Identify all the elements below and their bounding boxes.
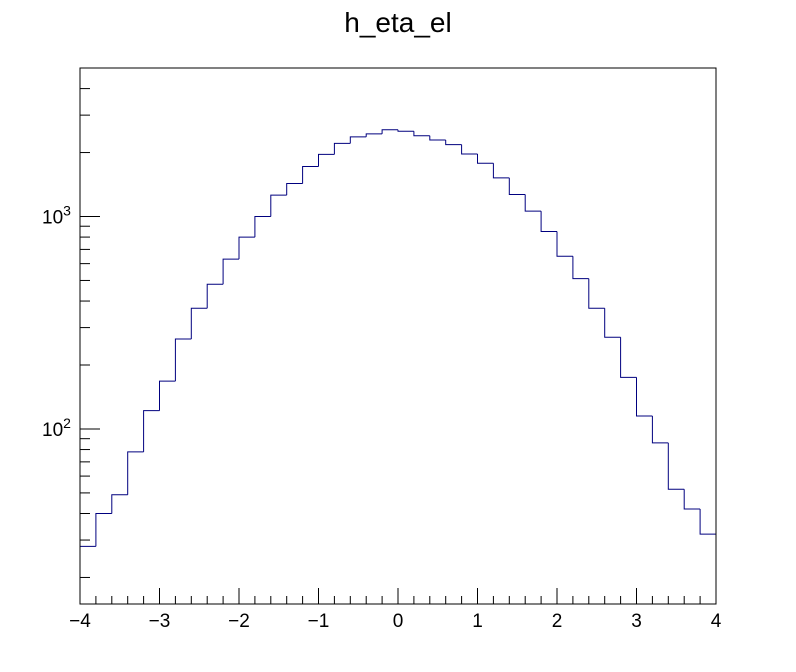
histogram-bin <box>492 163 510 179</box>
histogram-bin <box>365 133 383 137</box>
histogram-bin <box>699 508 717 604</box>
histogram-bin <box>238 236 255 260</box>
histogram-bin <box>127 451 144 495</box>
histogram-bin <box>302 165 319 184</box>
histogram-bin <box>413 131 430 137</box>
histogram-bin <box>429 135 446 141</box>
histogram-bin <box>445 140 462 146</box>
histogram-bin <box>190 307 208 340</box>
x-tick-label: 4 <box>711 611 722 632</box>
histogram-bin <box>286 182 303 196</box>
histogram-bin <box>381 129 398 134</box>
x-tick-label: −2 <box>228 611 250 632</box>
x-tick-label: 1 <box>472 611 483 632</box>
histogram-bin <box>143 410 160 452</box>
histogram-bin <box>397 129 414 132</box>
histogram-bin <box>270 194 287 217</box>
histogram-bin <box>604 308 621 338</box>
histogram-bin <box>333 142 351 155</box>
histogram-bin <box>254 216 271 238</box>
histogram-bin <box>620 337 637 378</box>
histogram-bin <box>508 177 526 195</box>
histogram-bin <box>206 283 224 309</box>
histogram-bin <box>683 489 701 510</box>
histogram-bin <box>79 545 96 604</box>
histogram-bin <box>222 258 239 285</box>
histogram-bin <box>318 153 335 167</box>
x-tick-label: −1 <box>308 611 330 632</box>
histogram-bin <box>111 494 128 514</box>
x-tick-label: −3 <box>149 611 171 632</box>
histogram-bin <box>95 513 112 547</box>
histogram-bin <box>159 380 176 411</box>
histogram-bin <box>540 211 557 232</box>
y-tick-label: 102 <box>42 415 71 441</box>
histogram-layer <box>79 129 717 604</box>
histogram-bin <box>477 153 494 164</box>
histogram-bin <box>174 338 192 382</box>
histogram-bin <box>667 442 685 490</box>
histogram-bin <box>572 256 589 280</box>
histogram-bin <box>461 144 478 155</box>
chart-title: h_eta_el <box>344 7 451 38</box>
plot-frame <box>79 67 717 605</box>
histogram-bin <box>651 416 669 444</box>
x-tick-label: 2 <box>552 611 563 632</box>
histogram-bin <box>636 377 653 417</box>
histogram-bin <box>588 278 605 309</box>
y-tick-label: 103 <box>42 203 71 229</box>
axes: −4 −3 −2 −1 0 1 2 3 4 102 103 <box>42 67 722 632</box>
x-tick-label: −4 <box>69 611 91 632</box>
histogram-bin <box>349 136 367 144</box>
x-tick-label: 3 <box>631 611 642 632</box>
histogram-bin <box>524 194 542 212</box>
histogram-bin <box>556 231 573 257</box>
x-tick-label: 0 <box>393 611 404 632</box>
